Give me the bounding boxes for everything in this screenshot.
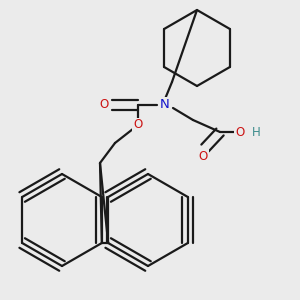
Text: O: O <box>134 118 142 131</box>
Text: O: O <box>198 149 208 163</box>
Text: O: O <box>99 98 109 112</box>
Text: N: N <box>160 98 170 112</box>
Text: O: O <box>236 125 244 139</box>
Text: H: H <box>252 125 260 139</box>
